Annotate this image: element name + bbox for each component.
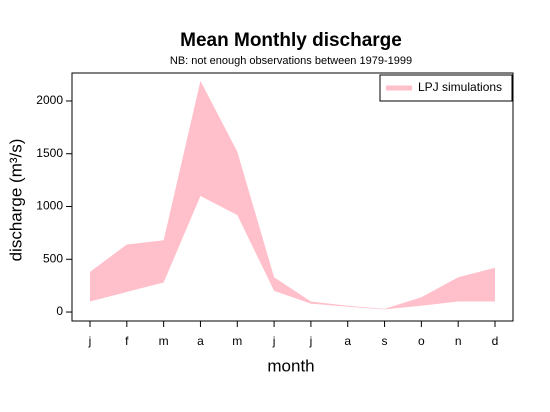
- x-tick-label: d: [492, 334, 499, 348]
- plot-frame: [71, 72, 514, 322]
- x-tick-label: j: [88, 334, 92, 348]
- y-tick-label: 1000: [36, 199, 63, 213]
- legend: LPJ simulations: [379, 74, 513, 102]
- x-axis-label: month: [267, 356, 314, 375]
- x-tick-label: o: [418, 334, 425, 348]
- x-tick-label: m: [159, 334, 169, 348]
- y-tick-label: 500: [43, 251, 63, 265]
- x-tick-label: n: [455, 334, 462, 348]
- x-tick-label: m: [232, 334, 242, 348]
- y-tick-label: 1500: [36, 146, 63, 160]
- x-tick-label: j: [272, 334, 276, 348]
- y-tick-label: 0: [56, 304, 63, 318]
- x-tick-label: s: [382, 334, 388, 348]
- chart-subtitle: NB: not enough observations between 1979…: [170, 55, 412, 67]
- y-tick-label: 2000: [36, 93, 63, 107]
- x-tick-label: j: [309, 334, 313, 348]
- chart-title: Mean Monthly discharge: [180, 30, 402, 51]
- x-tick-label: a: [197, 334, 204, 348]
- x-tick-label: f: [125, 334, 129, 348]
- y-axis-label: discharge (m³/s): [6, 139, 25, 262]
- band-area: [90, 80, 495, 310]
- legend-label: LPJ simulations: [418, 80, 502, 94]
- x-tick-label: a: [344, 334, 351, 348]
